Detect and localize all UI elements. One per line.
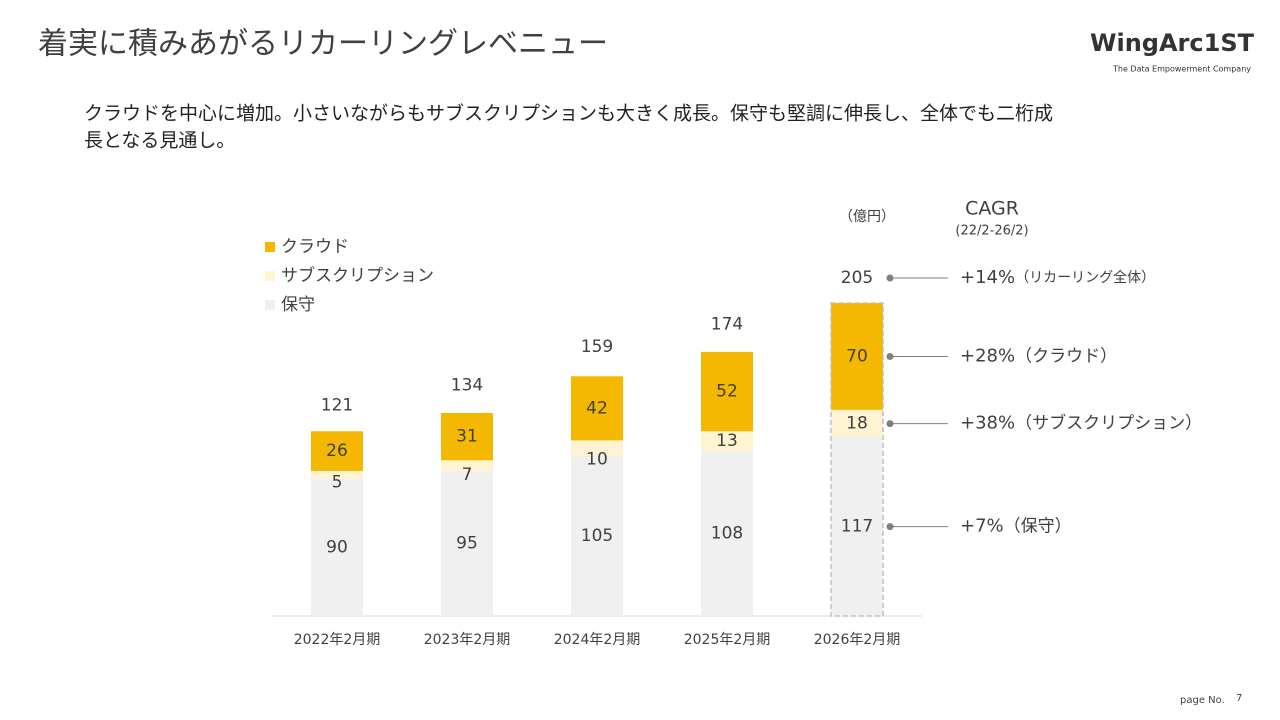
bar-segment — [701, 351, 753, 432]
logo-tagline: The Data Empowerment Company — [1112, 65, 1251, 74]
bar-segment — [831, 437, 883, 616]
total-label: 121 — [321, 395, 353, 415]
bar-segment — [571, 376, 623, 441]
cagr-value: +14% — [960, 267, 1015, 288]
lead-text: 長となる見通し。 — [84, 130, 235, 152]
data-label: 90 — [326, 537, 348, 557]
data-label: 10 — [586, 450, 608, 470]
legend-label: サブスクリプション — [281, 265, 434, 286]
data-label: 95 — [456, 533, 478, 553]
x-tick-label: 2025年2月期 — [684, 632, 771, 648]
total-label: 159 — [581, 337, 613, 357]
legend-label: 保守 — [281, 295, 315, 315]
bar-segment — [441, 412, 493, 461]
bar-segment — [311, 470, 363, 479]
cagr-note: （クラウド） — [1015, 346, 1117, 366]
data-label: 13 — [716, 431, 738, 451]
cagr-note: （保守） — [1004, 517, 1072, 537]
cagr-value: +7% — [960, 516, 1004, 537]
bar-segment — [831, 409, 883, 438]
x-tick-label: 2023年2月期 — [424, 632, 511, 648]
x-tick-label: 2026年2月期 — [814, 632, 901, 648]
bar-segment — [311, 431, 363, 471]
x-tick-label: 2024年2月期 — [554, 632, 641, 648]
bar-segment — [701, 431, 753, 452]
unit-label: （億円） — [839, 209, 895, 225]
lead-text: クラウドを中心に増加。小さいながらもサブスクリプションも大きく成長。保守も堅調に… — [84, 102, 1053, 125]
logo: WingArc1ST — [1090, 29, 1255, 57]
data-label: 117 — [841, 517, 873, 537]
cagr-note: （サブスクリプション） — [1015, 413, 1202, 434]
legend-swatch — [265, 271, 275, 281]
bar-segment — [441, 470, 493, 616]
bar-segment — [831, 303, 883, 410]
bar-segment — [311, 478, 363, 616]
bar-segment — [571, 440, 623, 456]
leader-dot — [886, 352, 894, 360]
bar-segment — [701, 451, 753, 616]
cagr-value: +38% — [960, 413, 1015, 434]
total-label: 174 — [711, 314, 743, 334]
data-label: 7 — [462, 465, 473, 485]
data-label: 70 — [846, 346, 868, 366]
leader-dot — [886, 420, 894, 428]
total-label: 134 — [451, 375, 483, 395]
cagr-note: （リカーリング全体） — [1015, 269, 1155, 286]
legend-swatch — [265, 300, 275, 310]
data-label: 5 — [332, 473, 343, 493]
forecast-outline — [830, 302, 884, 617]
legend-label: クラウド — [281, 237, 349, 257]
bar-segment — [571, 455, 623, 616]
total-label: 205 — [841, 268, 873, 288]
page-label: page No. — [1180, 695, 1225, 706]
leader-dot — [886, 523, 894, 531]
data-label: 26 — [326, 441, 348, 461]
bar-segment — [441, 460, 493, 471]
slide-title: 着実に積みあがるリカーリングレベニュー — [38, 27, 608, 62]
data-label: 52 — [716, 382, 738, 402]
data-label: 105 — [581, 526, 613, 546]
data-label: 18 — [846, 414, 868, 434]
cagr-period: (22/2-26/2) — [955, 224, 1028, 239]
x-tick-label: 2022年2月期 — [294, 632, 381, 648]
cagr-value: +28% — [960, 345, 1015, 366]
leader-dot — [886, 274, 894, 282]
data-label: 108 — [711, 524, 743, 544]
page-number: 7 — [1236, 693, 1242, 704]
legend-swatch — [265, 242, 275, 252]
cagr-title: CAGR — [965, 198, 1019, 220]
data-label: 31 — [456, 427, 478, 447]
data-label: 42 — [586, 398, 608, 418]
